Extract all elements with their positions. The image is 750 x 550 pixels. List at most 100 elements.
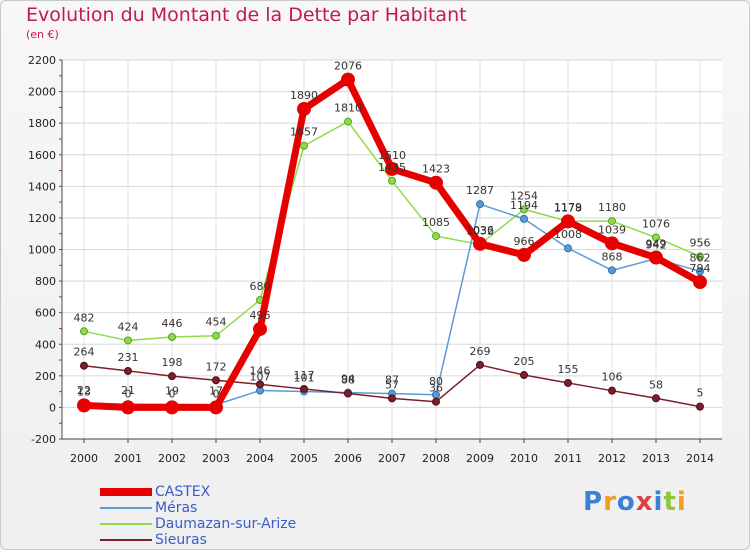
x-tick-label: 2010 [510, 452, 538, 465]
data-label-castex: 13 [77, 385, 91, 398]
data-point-daumazan-sur-arize [124, 336, 132, 345]
data-point-castex [341, 72, 355, 87]
data-point-sieuras [80, 361, 88, 370]
data-label-castex: 0 [169, 387, 176, 400]
data-label-castex: 1423 [422, 163, 450, 176]
legend-label-sieuras: Sieuras [155, 532, 207, 548]
data-point-castex [297, 101, 311, 116]
data-label-castex: 1510 [378, 149, 406, 162]
data-label-daumazan-sur-arize: 454 [206, 316, 227, 329]
y-tick-label: 2000 [28, 86, 56, 99]
data-label-sieuras: 172 [206, 360, 227, 373]
data-label-sieuras: 5 [697, 387, 704, 400]
y-tick-label: 1400 [28, 180, 56, 193]
data-label-m-ras: 1287 [466, 184, 494, 197]
x-tick-label: 2012 [598, 452, 626, 465]
data-label-castex: 1890 [290, 89, 318, 102]
x-tick-label: 2004 [246, 452, 274, 465]
data-point-castex [165, 400, 179, 415]
data-label-m-ras: 22 [77, 384, 91, 397]
data-point-castex [121, 400, 135, 415]
data-point-m-ras [520, 214, 528, 223]
data-point-daumazan-sur-arize [388, 176, 396, 185]
data-point-sieuras [388, 394, 396, 403]
legend-item-sieuras: Sieuras [100, 532, 360, 548]
data-point-daumazan-sur-arize [696, 252, 704, 261]
legend-item-castex: CASTEX [100, 484, 360, 500]
data-label-sieuras: 57 [385, 378, 399, 391]
data-label-castex: 794 [690, 262, 711, 275]
data-label-sieuras: 198 [162, 356, 183, 369]
logo-letter: o [616, 487, 636, 517]
data-label-castex: 966 [514, 235, 535, 248]
data-point-sieuras [344, 389, 352, 398]
x-tick-label: 2011 [554, 452, 582, 465]
data-label-daumazan-sur-arize: 1032 [466, 224, 494, 237]
data-point-sieuras [564, 378, 572, 387]
data-label-sieuras: 146 [250, 364, 271, 377]
y-tick-label: 200 [35, 370, 56, 383]
data-label-castex: 496 [250, 309, 271, 322]
data-label-sieuras: 264 [74, 346, 95, 359]
data-point-m-ras [476, 200, 484, 209]
data-point-daumazan-sur-arize [168, 332, 176, 341]
proxiti-logo: Proxiti [583, 487, 687, 517]
data-label-daumazan-sur-arize: 482 [74, 311, 95, 324]
data-point-daumazan-sur-arize [80, 327, 88, 336]
legend-swatch-castex [100, 488, 152, 496]
data-point-sieuras [520, 371, 528, 380]
data-label-castex: 2076 [334, 60, 362, 73]
data-point-castex [649, 250, 663, 265]
data-label-daumazan-sur-arize: 424 [118, 320, 139, 333]
data-label-sieuras: 269 [470, 345, 491, 358]
data-point-castex [517, 247, 531, 262]
x-tick-label: 2002 [158, 452, 186, 465]
data-point-castex [693, 275, 707, 290]
y-tick-label: 0 [49, 401, 56, 414]
data-point-sieuras [476, 360, 484, 369]
data-label-m-ras: 87 [385, 374, 399, 387]
x-tick-label: 2013 [642, 452, 670, 465]
y-tick-label: 600 [35, 307, 56, 320]
data-label-daumazan-sur-arize: 1076 [642, 217, 670, 230]
y-tick-label: 400 [35, 338, 56, 351]
data-label-sieuras: 36 [429, 382, 443, 395]
data-point-m-ras [564, 244, 572, 253]
data-label-m-ras: 1194 [510, 199, 538, 212]
data-label-m-ras: 80 [429, 375, 443, 388]
legend-item-meras: Méras [100, 500, 360, 516]
chart-title: Evolution du Montant de la Dette par Hab… [26, 4, 467, 26]
legend-swatch-sieuras [100, 539, 152, 541]
data-point-castex [561, 214, 575, 229]
data-point-daumazan-sur-arize [432, 232, 440, 241]
data-label-daumazan-sur-arize: 1085 [422, 216, 450, 229]
data-label-sieuras: 117 [294, 369, 315, 382]
data-label-m-ras: 1008 [554, 228, 582, 241]
data-label-daumazan-sur-arize: 1254 [510, 189, 538, 202]
data-label-sieuras: 205 [514, 355, 535, 368]
y-tick-label: 2200 [28, 54, 56, 67]
data-point-castex [253, 322, 267, 337]
data-label-daumazan-sur-arize: 956 [690, 236, 711, 249]
data-point-sieuras [212, 376, 220, 385]
chart-subtitle: (en €) [26, 28, 59, 41]
data-point-sieuras [432, 397, 440, 406]
logo-letter: r [603, 487, 617, 517]
legend-swatch-daumazan [100, 523, 152, 525]
y-tick-label: 1600 [28, 149, 56, 162]
data-point-daumazan-sur-arize [520, 205, 528, 214]
x-tick-label: 2005 [290, 452, 318, 465]
data-label-castex: 0 [125, 387, 132, 400]
logo-letter: t [663, 487, 677, 517]
y-tick-label: 800 [35, 275, 56, 288]
data-point-sieuras [696, 402, 704, 411]
x-tick-label: 2007 [378, 452, 406, 465]
data-label-daumazan-sur-arize: 1657 [290, 126, 318, 139]
data-label-m-ras: 107 [250, 371, 271, 384]
data-point-sieuras [652, 394, 660, 403]
logo-letter: P [583, 487, 604, 517]
data-label-m-ras: 21 [121, 384, 135, 397]
data-label-castex: 949 [646, 238, 667, 251]
logo-letter: i [653, 487, 664, 517]
